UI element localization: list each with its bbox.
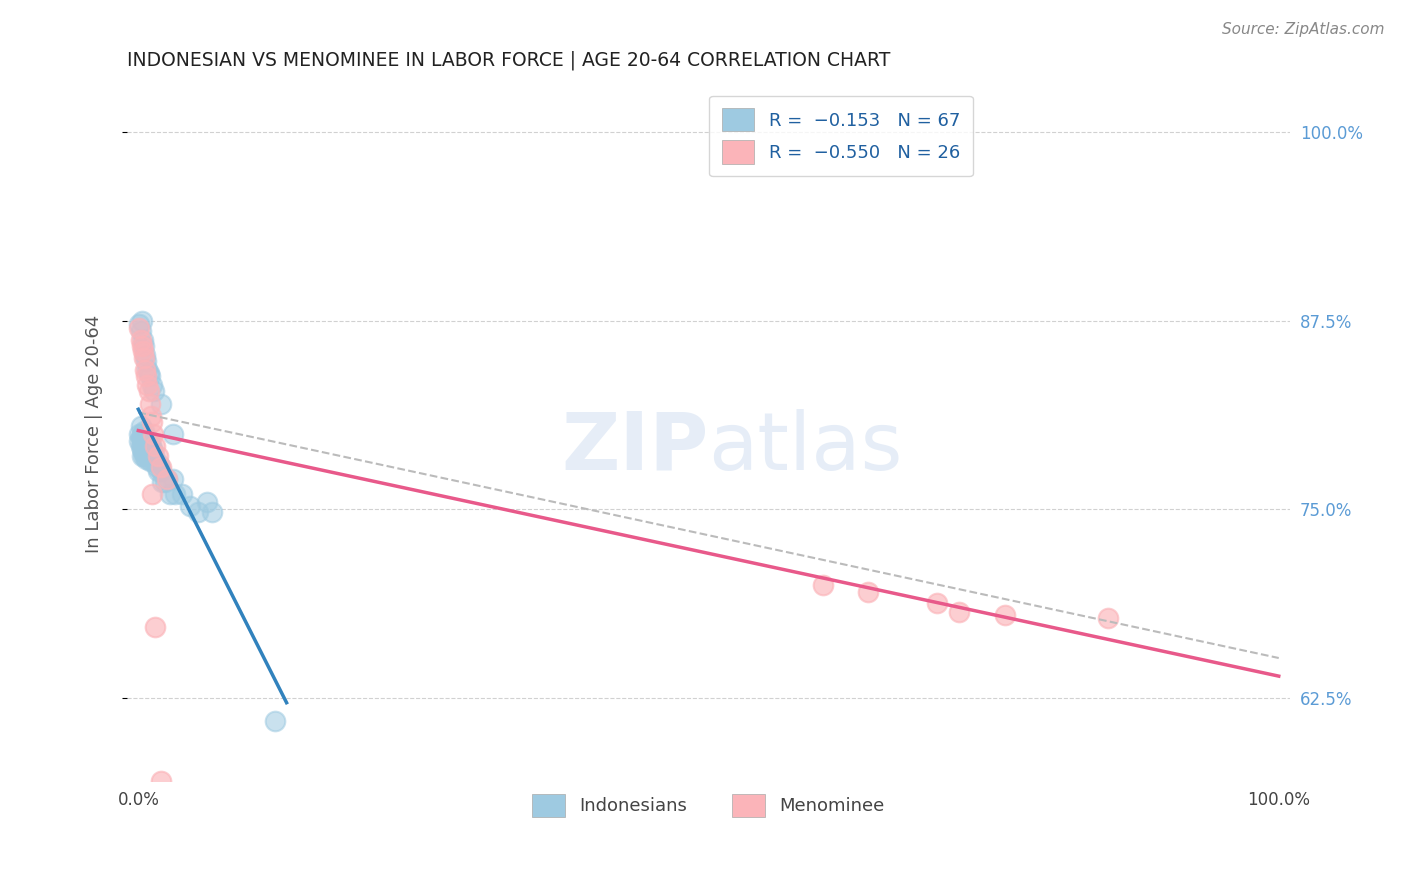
- Point: [162, 426, 184, 441]
- Text: Source: ZipAtlas.com: Source: ZipAtlas.com: [1222, 22, 1385, 37]
- Point: [948, 605, 970, 619]
- Point: [141, 442, 163, 456]
- Point: [143, 450, 166, 464]
- Point: [132, 424, 155, 438]
- Point: [129, 439, 152, 453]
- Point: [135, 452, 157, 467]
- Point: [264, 714, 287, 728]
- Point: [145, 439, 167, 453]
- Point: [138, 396, 160, 410]
- Point: [142, 445, 165, 459]
- Point: [811, 578, 834, 592]
- Legend: Indonesians, Menominee: Indonesians, Menominee: [526, 787, 891, 824]
- Point: [150, 396, 173, 410]
- Point: [136, 450, 159, 464]
- Point: [128, 321, 150, 335]
- Point: [131, 339, 153, 353]
- Point: [153, 475, 176, 489]
- Point: [132, 333, 155, 347]
- Point: [141, 487, 163, 501]
- Point: [134, 348, 156, 362]
- Point: [134, 430, 156, 444]
- Point: [162, 472, 184, 486]
- Point: [141, 378, 163, 392]
- Point: [131, 426, 153, 441]
- Point: [136, 439, 159, 453]
- Point: [129, 430, 152, 444]
- Point: [131, 313, 153, 327]
- Point: [134, 363, 156, 377]
- Point: [132, 431, 155, 445]
- Point: [132, 430, 155, 444]
- Point: [132, 445, 155, 459]
- Point: [131, 450, 153, 464]
- Point: [128, 317, 150, 331]
- Point: [131, 442, 153, 456]
- Point: [150, 475, 173, 489]
- Point: [131, 434, 153, 449]
- Point: [925, 596, 948, 610]
- Point: [150, 465, 173, 479]
- Point: [134, 437, 156, 451]
- Point: [134, 446, 156, 460]
- Point: [143, 384, 166, 399]
- Point: [139, 450, 162, 464]
- Point: [132, 437, 155, 451]
- Point: [138, 454, 160, 468]
- Point: [138, 369, 160, 384]
- Point: [146, 465, 169, 479]
- Point: [128, 426, 150, 441]
- Point: [170, 487, 193, 501]
- Point: [150, 460, 173, 475]
- Point: [129, 419, 152, 434]
- Point: [138, 367, 160, 381]
- Text: INDONESIAN VS MENOMINEE IN LABOR FORCE | AGE 20-64 CORRELATION CHART: INDONESIAN VS MENOMINEE IN LABOR FORCE |…: [127, 51, 890, 70]
- Point: [129, 324, 152, 338]
- Point: [156, 472, 179, 486]
- Point: [195, 494, 218, 508]
- Point: [146, 450, 169, 464]
- Point: [141, 415, 163, 429]
- Point: [135, 369, 157, 384]
- Point: [856, 585, 879, 599]
- Point: [201, 505, 224, 519]
- Text: ZIP: ZIP: [561, 409, 709, 487]
- Point: [135, 434, 157, 449]
- Point: [187, 505, 209, 519]
- Point: [135, 442, 157, 456]
- Text: atlas: atlas: [709, 409, 903, 487]
- Point: [156, 472, 179, 486]
- Point: [179, 500, 201, 514]
- Point: [138, 445, 160, 459]
- Point: [138, 442, 160, 456]
- Point: [132, 450, 155, 464]
- Point: [145, 620, 167, 634]
- Point: [132, 439, 155, 453]
- Point: [159, 487, 181, 501]
- Point: [132, 343, 155, 358]
- Point: [138, 434, 160, 449]
- Point: [136, 361, 159, 376]
- Point: [138, 434, 160, 449]
- Point: [142, 426, 165, 441]
- Point: [994, 607, 1017, 622]
- Point: [150, 774, 173, 789]
- Point: [132, 351, 155, 366]
- Point: [145, 454, 167, 468]
- Point: [139, 409, 162, 423]
- Point: [148, 457, 170, 471]
- Point: [145, 460, 167, 475]
- Y-axis label: In Labor Force | Age 20-64: In Labor Force | Age 20-64: [86, 315, 103, 553]
- Point: [1097, 611, 1119, 625]
- Point: [139, 439, 162, 453]
- Point: [136, 431, 159, 445]
- Point: [163, 487, 186, 501]
- Point: [138, 384, 160, 399]
- Point: [128, 434, 150, 449]
- Point: [129, 333, 152, 347]
- Point: [141, 454, 163, 468]
- Point: [135, 354, 157, 368]
- Point: [136, 378, 159, 392]
- Point: [132, 339, 155, 353]
